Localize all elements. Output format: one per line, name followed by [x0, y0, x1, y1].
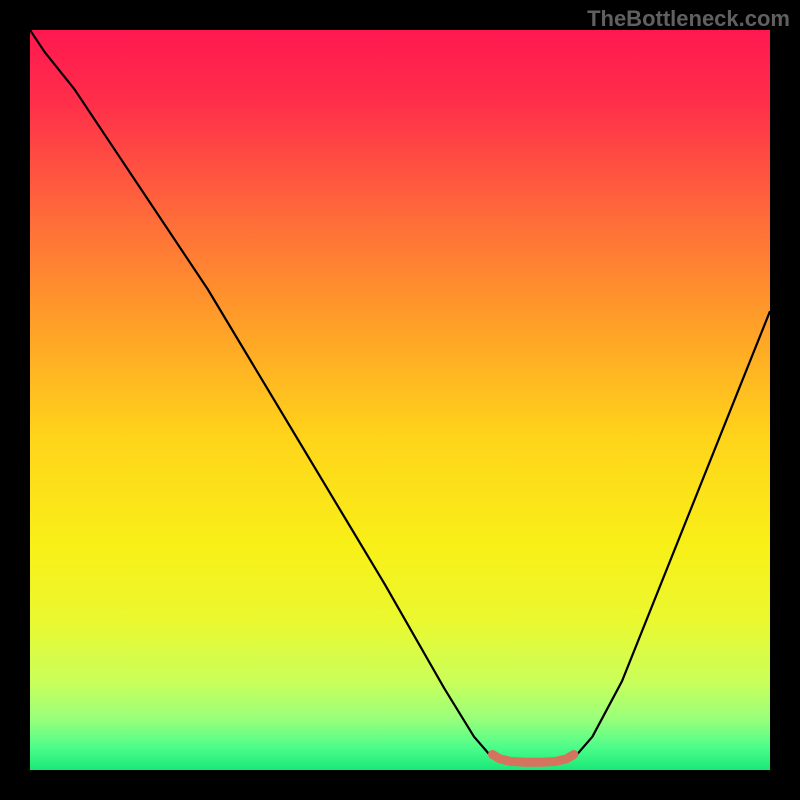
chart-container: { "watermark": "TheBottleneck.com", "cha…: [0, 0, 800, 800]
watermark-text: TheBottleneck.com: [587, 6, 790, 32]
bottleneck-chart: [0, 0, 800, 800]
plot-background: [30, 30, 770, 770]
